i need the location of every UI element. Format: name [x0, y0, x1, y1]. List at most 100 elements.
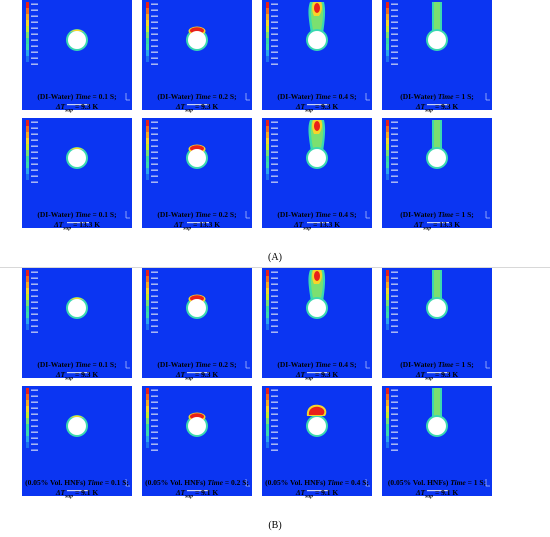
colorbar	[266, 120, 278, 186]
colorbar	[266, 270, 278, 336]
axis-triad-icon	[125, 361, 130, 369]
panel-caption: (DI-Water) Time = 1 S; ΔTsup = 9.3 K	[375, 92, 499, 116]
caption-dt-label: ΔT	[293, 220, 304, 229]
scale-bar	[187, 104, 209, 106]
caption-dt-sub: sup	[303, 225, 312, 232]
scale-bar	[187, 372, 209, 374]
caption-dt-label: ΔT	[295, 370, 306, 379]
scale-bar	[427, 490, 449, 492]
caption-dt-sub: sup	[305, 493, 314, 500]
caption-dt-label: ΔT	[175, 370, 186, 379]
caption-time-label: Time	[87, 478, 103, 487]
caption-case: (DI-Water)	[277, 210, 314, 219]
caption-dt-label: ΔT	[175, 488, 186, 497]
caption-dt-sub: sup	[185, 493, 194, 500]
section-label-a: (A)	[268, 252, 282, 263]
axis-triad-icon	[365, 211, 370, 219]
caption-case: (DI-Water)	[400, 92, 437, 101]
caption-dt-sub: sup	[65, 375, 74, 382]
panel-caption: (DI-Water) Time = 0.1 S; ΔTsup = 9.3 K	[15, 92, 139, 116]
colorbar	[146, 120, 158, 186]
colorbar	[266, 2, 278, 68]
caption-time-value: = 0.2 S;	[224, 478, 249, 487]
scale-bar	[187, 490, 209, 492]
heated-cylinder	[308, 299, 326, 317]
caption-time-value: = 0.4 S;	[332, 360, 357, 369]
caption-dt-label: ΔT	[53, 220, 64, 229]
caption-time-value: = 0.2 S;	[212, 210, 237, 219]
scale-bar	[307, 222, 329, 224]
colorbar	[26, 120, 38, 186]
colorbar	[26, 2, 38, 68]
caption-dt-value: = 13.3 K	[313, 220, 341, 229]
colorbar	[386, 120, 398, 186]
caption-time-value: = 1 S;	[455, 210, 474, 219]
panel-caption: (DI-Water) Time = 0.4 S; ΔTsup = 13.3 K	[255, 210, 379, 234]
caption-case: (0.05% Vol. HNFs)	[145, 478, 206, 487]
caption-dt-value: = 9.1 K	[314, 488, 339, 497]
contour-panel	[262, 118, 372, 228]
caption-case: (0.05% Vol. HNFs)	[265, 478, 326, 487]
axis-triad-icon	[365, 361, 370, 369]
contour-panel	[262, 0, 372, 110]
caption-time-label: Time	[75, 92, 91, 101]
colorbar	[146, 388, 158, 454]
caption-dt-sub: sup	[425, 493, 434, 500]
caption-time-label: Time	[195, 360, 211, 369]
caption-time-label: Time	[75, 210, 91, 219]
heated-cylinder	[68, 299, 86, 317]
colorbar	[266, 388, 278, 454]
caption-case: (0.05% Vol. HNFs)	[25, 478, 86, 487]
contour-panel	[22, 0, 132, 110]
caption-dt-label: ΔT	[175, 102, 186, 111]
contour-background	[262, 386, 372, 496]
contour-panel	[262, 386, 372, 496]
caption-dt-label: ΔT	[55, 488, 66, 497]
contour-background	[142, 268, 252, 378]
caption-time-label: Time	[437, 360, 454, 369]
caption-dt-value: = 9.3 K	[74, 102, 99, 111]
contour-panel	[142, 118, 252, 228]
contour-panel	[22, 386, 132, 496]
scale-bar	[427, 372, 449, 374]
caption-dt-label: ΔT	[295, 102, 306, 111]
caption-dt-label: ΔT	[55, 370, 66, 379]
caption-dt-label: ΔT	[55, 102, 66, 111]
caption-dt-value: = 9.1 K	[194, 488, 219, 497]
caption-time-label: Time	[315, 360, 331, 369]
contour-panel	[22, 118, 132, 228]
axis-triad-icon	[245, 93, 250, 101]
panel-caption: (DI-Water) Time = 0.1 S; ΔTsup = 13.3 K	[15, 210, 139, 234]
panel-caption: (DI-Water) Time = 0.2 S; ΔTsup = 9.3 K	[135, 92, 259, 116]
scale-bar	[307, 372, 329, 374]
axis-triad-icon	[485, 479, 490, 487]
caption-dt-label: ΔT	[415, 370, 426, 379]
scale-bar	[187, 222, 209, 224]
caption-time-label: Time	[437, 210, 454, 219]
axis-triad-icon	[125, 479, 130, 487]
contour-panel	[382, 118, 492, 228]
heated-cylinder	[188, 417, 206, 435]
caption-dt-sub: sup	[183, 225, 192, 232]
caption-case: (DI-Water)	[400, 360, 437, 369]
panel-caption: (0.05% Vol. HNFs) Time = 0.2 S; ΔTsup = 9…	[135, 478, 259, 502]
panel-caption: (DI-Water) Time = 0.2 S; ΔTsup = 9.3 K	[135, 360, 259, 384]
scale-bar	[307, 490, 329, 492]
contour-background	[22, 118, 132, 228]
caption-time-label: Time	[315, 210, 331, 219]
caption-time-value: = 0.1 S;	[92, 92, 117, 101]
contour-background	[142, 118, 252, 228]
heated-cylinder	[188, 299, 206, 317]
heated-cylinder	[428, 299, 446, 317]
caption-case: (DI-Water)	[157, 360, 194, 369]
section-divider	[0, 267, 550, 268]
heated-cylinder	[68, 149, 86, 167]
caption-time-value: = 0.4 S;	[332, 92, 357, 101]
caption-dt-value: = 9.1 K	[434, 488, 459, 497]
panel-caption: (DI-Water) Time = 0.1 S; ΔTsup = 9.3 K	[15, 360, 139, 384]
caption-case: (DI-Water)	[400, 210, 437, 219]
panel-caption: (DI-Water) Time = 1 S; ΔTsup = 9.3 K	[375, 360, 499, 384]
caption-dt-value: = 9.1 K	[74, 488, 99, 497]
section-label-b: (B)	[268, 520, 282, 531]
colorbar	[146, 2, 158, 68]
